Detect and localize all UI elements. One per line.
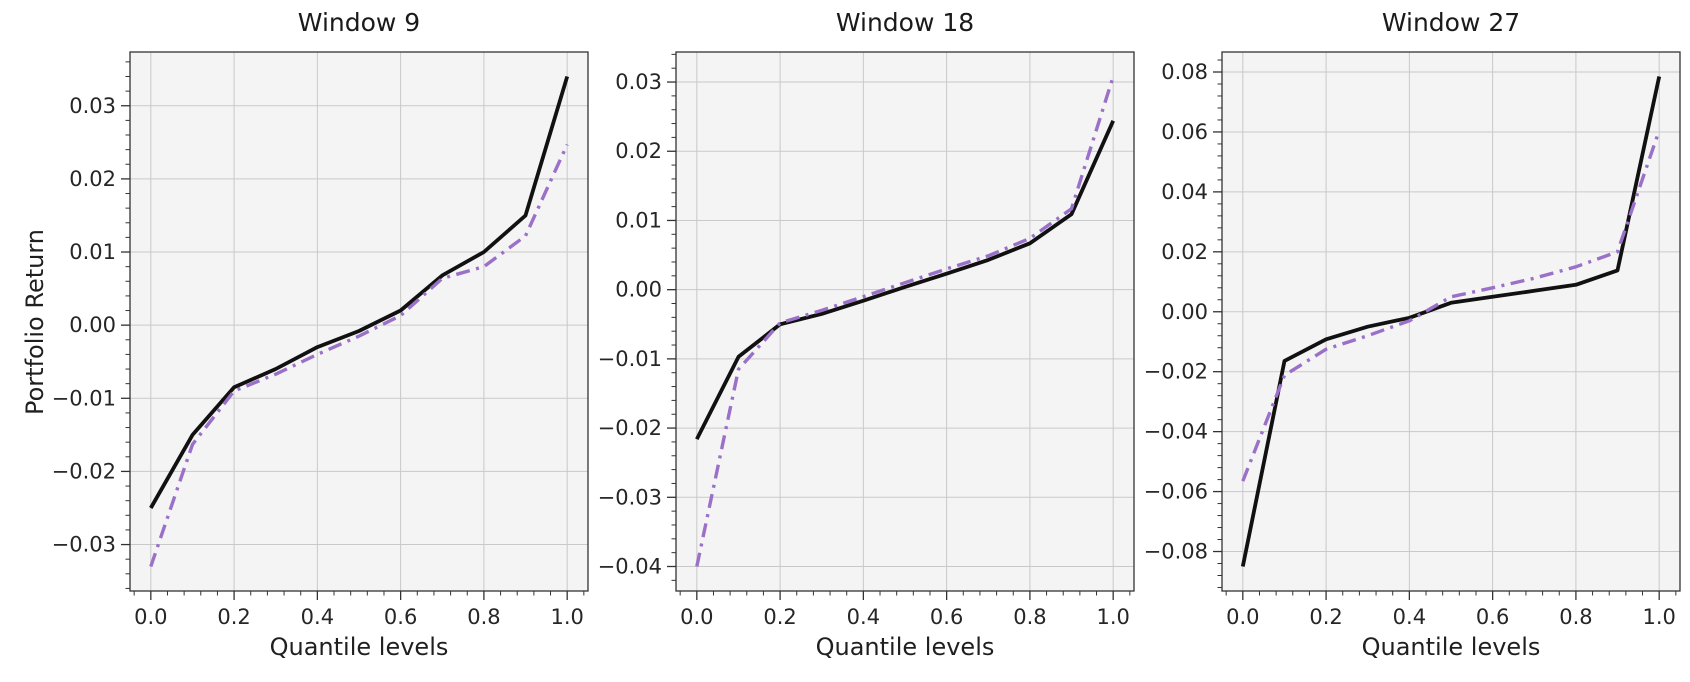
- plot-area: [676, 52, 1134, 591]
- y-tick-label: −0.04: [1144, 420, 1208, 444]
- series-dashdot-purple-line: [695, 75, 1115, 567]
- x-tick-label: 0.0: [680, 605, 713, 629]
- plot-area: [130, 52, 588, 591]
- plot-area: [1222, 52, 1680, 591]
- x-tick-label: 0.8: [467, 605, 500, 629]
- x-axis-label-window-9: Quantile levels: [269, 633, 449, 661]
- y-tick-label: −0.03: [598, 485, 662, 509]
- x-tick-label: 0.8: [1559, 605, 1592, 629]
- x-tick-label: 0.6: [384, 605, 417, 629]
- y-tick-label: −0.08: [1144, 540, 1208, 564]
- plot-border: [1221, 51, 1681, 592]
- y-tick-label: −0.06: [1144, 480, 1208, 504]
- y-tick-label: −0.02: [1144, 360, 1208, 384]
- y-tick-label: −0.01: [598, 347, 662, 371]
- x-axis-label-window-27: Quantile levels: [1361, 633, 1541, 661]
- y-tick-label: −0.02: [598, 416, 662, 440]
- panel-title-window-18: Window 18: [835, 8, 975, 37]
- x-tick-label: 0.8: [1013, 605, 1046, 629]
- y-tick-label: 0.00: [615, 278, 662, 302]
- x-axis-label-window-18: Quantile levels: [815, 633, 995, 661]
- y-tick-label: 0.02: [69, 167, 116, 191]
- panel-title-window-27: Window 27: [1381, 8, 1521, 37]
- x-tick-label: 0.0: [1226, 605, 1259, 629]
- x-tick-label: 1.0: [1096, 605, 1129, 629]
- y-tick-label: 0.00: [1161, 300, 1208, 324]
- x-tick-label: 0.2: [763, 605, 796, 629]
- plot-border: [129, 51, 589, 592]
- series-solid-black-line: [149, 75, 570, 509]
- x-tick-label: 1.0: [550, 605, 583, 629]
- y-tick-label: 0.08: [1161, 60, 1208, 84]
- y-tick-label: 0.00: [69, 313, 116, 337]
- y-tick-label: 0.03: [69, 94, 116, 118]
- x-tick-label: 0.2: [1309, 605, 1342, 629]
- x-tick-label: 0.6: [930, 605, 963, 629]
- y-tick-label: 0.03: [615, 70, 662, 94]
- y-tick-label: −0.03: [52, 533, 116, 557]
- x-tick-label: 0.6: [1476, 605, 1509, 629]
- y-tick-label: 0.01: [615, 208, 662, 232]
- y-tick-label: 0.01: [69, 240, 116, 264]
- x-tick-label: 1.0: [1642, 605, 1675, 629]
- x-tick-label: 0.4: [1393, 605, 1426, 629]
- y-tick-label: −0.04: [598, 555, 662, 579]
- panel-title-window-9: Window 9: [297, 8, 421, 37]
- y-tick-label: 0.02: [1161, 240, 1208, 264]
- y-tick-label: −0.01: [52, 386, 116, 410]
- y-tick-label: 0.02: [615, 139, 662, 163]
- y-tick-label: −0.02: [52, 459, 116, 483]
- y-tick-label: 0.04: [1161, 180, 1208, 204]
- series-dashdot-purple-line: [149, 143, 569, 568]
- series-solid-black-line: [695, 120, 1115, 441]
- y-tick-label: 0.06: [1161, 120, 1208, 144]
- x-tick-label: 0.2: [217, 605, 250, 629]
- series-dashdot-purple-line: [1241, 129, 1661, 482]
- x-tick-label: 0.0: [134, 605, 167, 629]
- plot-border: [675, 51, 1135, 592]
- x-tick-label: 0.4: [301, 605, 334, 629]
- x-tick-label: 0.4: [847, 605, 880, 629]
- series-solid-black-line: [1240, 76, 1662, 567]
